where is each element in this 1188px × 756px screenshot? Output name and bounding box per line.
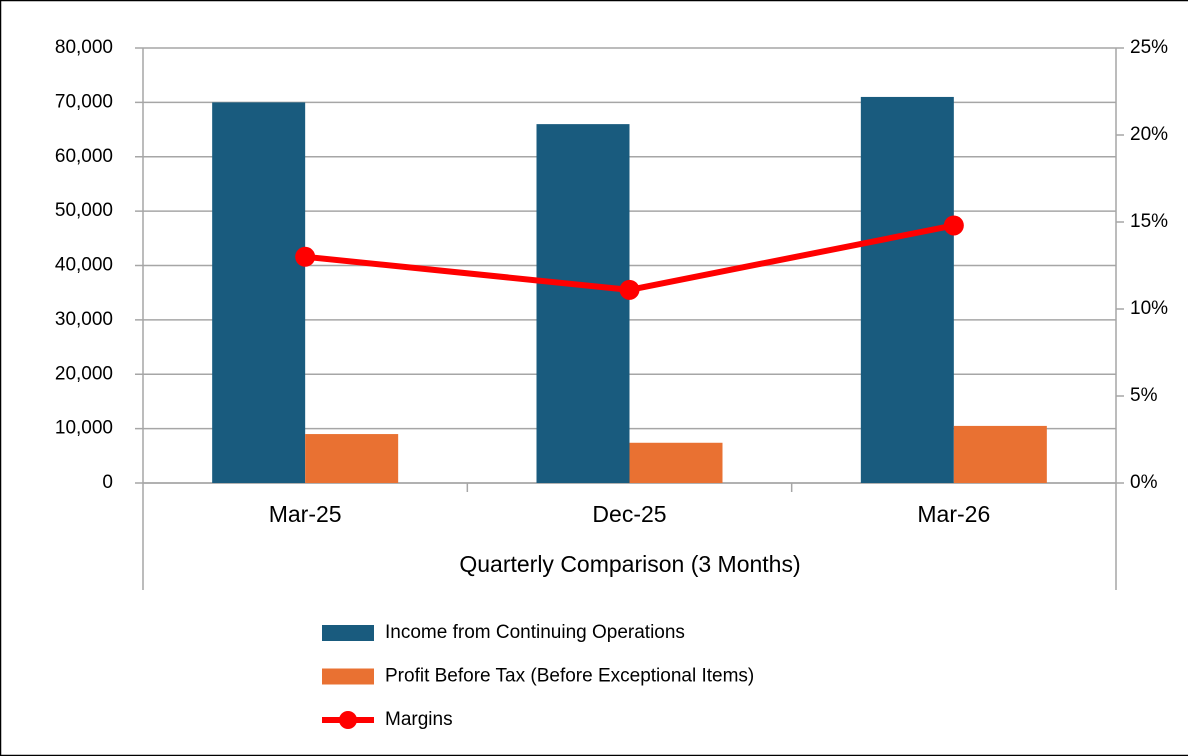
y-tick-label: 30,000 [55,309,113,330]
y2-tick-label: 15% [1130,211,1168,232]
y-tick-label: 60,000 [55,146,113,167]
legend-swatch [322,625,374,641]
y2-tick-label: 5% [1130,385,1158,406]
line-marker [943,215,964,236]
x-tick-label: Mar-26 [917,501,990,527]
y-tick-label: 50,000 [55,200,113,221]
bar [629,442,723,483]
y-tick-label: 80,000 [55,37,113,58]
y-tick-label: 0 [102,472,113,493]
y-tick-label: 20,000 [55,363,113,384]
x-axis-title: Quarterly Comparison (3 Months) [459,551,800,577]
bar [860,96,954,483]
y2-tick-label: 20% [1130,124,1168,145]
y2-tick-label: 10% [1130,298,1168,319]
y2-tick-label: 0% [1130,472,1158,493]
legend-swatch [322,668,374,685]
legend-swatch-marker [339,711,357,729]
legend-label: Margins [385,709,453,730]
bar [536,124,630,483]
y-tick-label: 40,000 [55,255,113,276]
y-tick-label: 70,000 [55,91,113,112]
bar [953,425,1047,483]
x-tick-label: Mar-25 [269,501,342,527]
line-marker [619,279,640,300]
line-marker [295,246,316,267]
x-tick-label: Dec-25 [592,501,666,527]
bar [305,434,399,483]
legend-label: Profit Before Tax (Before Exceptional It… [385,666,754,687]
y2-tick-label: 25% [1130,37,1168,58]
legend-label: Income from Continuing Operations [385,622,685,643]
bar [212,102,306,483]
y-tick-label: 10,000 [55,418,113,439]
